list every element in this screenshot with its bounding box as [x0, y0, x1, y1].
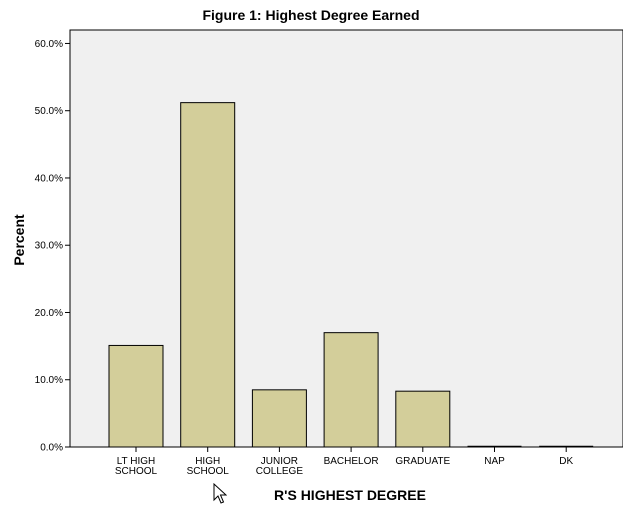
x-tick-label: JUNIOR COLLEGE [256, 456, 304, 477]
y-axis-title: Percent [11, 214, 27, 266]
bar [323, 332, 379, 448]
x-tick-label: BACHELOR [324, 456, 379, 467]
x-tick-label-line: SCHOOL [187, 466, 230, 477]
x-tick-label-line: COLLEGE [256, 466, 304, 477]
bar [395, 390, 451, 448]
x-tick-label-line: GRADUATE [395, 456, 450, 467]
bar [180, 102, 236, 448]
x-tick-label-line: JUNIOR [261, 456, 298, 467]
y-tick-label: 30.0% [35, 241, 63, 252]
x-tick-label-line: HIGH [195, 456, 220, 467]
x-tick-label-line: DK [559, 456, 573, 467]
mouse-pointer-icon [213, 483, 227, 504]
x-tick-label: GRADUATE [395, 456, 450, 467]
chart-title: Figure 1: Highest Degree Earned [202, 7, 419, 23]
bar [108, 344, 164, 448]
x-tick-label-line: SCHOOL [115, 466, 158, 477]
x-axis-title: R'S HIGHEST DEGREE [274, 487, 426, 503]
x-tick-label: NAP [484, 456, 505, 467]
x-tick-label-line: BACHELOR [324, 456, 379, 467]
x-tick-label-line: NAP [484, 456, 505, 467]
y-axis: 0.0% 10.0% 20.0% 30.0% 40.0% 50.0% 60.0% [35, 39, 70, 454]
y-tick-label: 40.0% [35, 173, 63, 184]
x-tick-label-line: LT HIGH [117, 456, 156, 467]
x-tick-label: DK [559, 456, 573, 467]
y-tick-label: 10.0% [35, 375, 63, 386]
x-tick-label: LT HIGH SCHOOL [115, 456, 158, 477]
x-tick-label: HIGH SCHOOL [187, 456, 230, 477]
y-tick-label: 60.0% [35, 39, 63, 50]
bars [108, 102, 594, 448]
y-tick-label: 0.0% [40, 443, 63, 454]
y-tick-label: 20.0% [35, 308, 63, 319]
bar [251, 389, 307, 448]
y-tick-label: 50.0% [35, 106, 63, 117]
